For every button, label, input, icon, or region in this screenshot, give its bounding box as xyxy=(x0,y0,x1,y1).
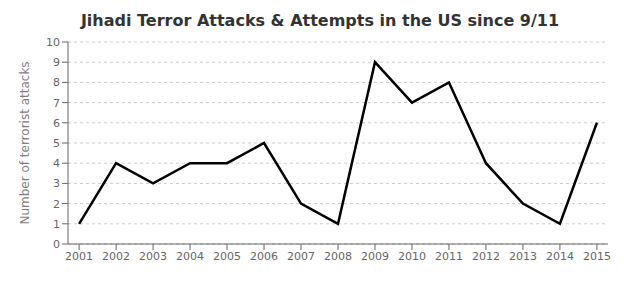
svg-text:2008: 2008 xyxy=(324,250,352,263)
svg-text:2013: 2013 xyxy=(509,250,537,263)
svg-text:2001: 2001 xyxy=(65,250,93,263)
svg-text:2009: 2009 xyxy=(361,250,389,263)
svg-text:2006: 2006 xyxy=(250,250,278,263)
svg-text:0: 0 xyxy=(53,238,60,251)
svg-text:5: 5 xyxy=(53,137,60,150)
svg-text:2003: 2003 xyxy=(139,250,167,263)
svg-text:2: 2 xyxy=(53,198,60,211)
svg-text:2011: 2011 xyxy=(435,250,463,263)
svg-text:6: 6 xyxy=(53,117,60,130)
svg-text:8: 8 xyxy=(53,76,60,89)
svg-text:2004: 2004 xyxy=(176,250,204,263)
svg-text:10: 10 xyxy=(46,36,60,49)
svg-text:Number of terrorist attacks: Number of terrorist attacks xyxy=(18,61,32,224)
svg-text:2014: 2014 xyxy=(546,250,574,263)
svg-text:9: 9 xyxy=(53,56,60,69)
svg-text:2010: 2010 xyxy=(398,250,426,263)
svg-text:2002: 2002 xyxy=(102,250,130,263)
svg-text:2012: 2012 xyxy=(472,250,500,263)
svg-text:3: 3 xyxy=(53,177,60,190)
svg-text:1: 1 xyxy=(53,218,60,231)
html-text:Jihadi Terror Attacks & Attemp: Jihadi Terror Attacks & Attempts in the … xyxy=(80,11,560,30)
svg-text:7: 7 xyxy=(53,97,60,110)
svg-text:4: 4 xyxy=(53,157,60,170)
svg-text:2005: 2005 xyxy=(213,250,241,263)
svg-text:2007: 2007 xyxy=(287,250,315,263)
svg-text:2015: 2015 xyxy=(583,250,611,263)
